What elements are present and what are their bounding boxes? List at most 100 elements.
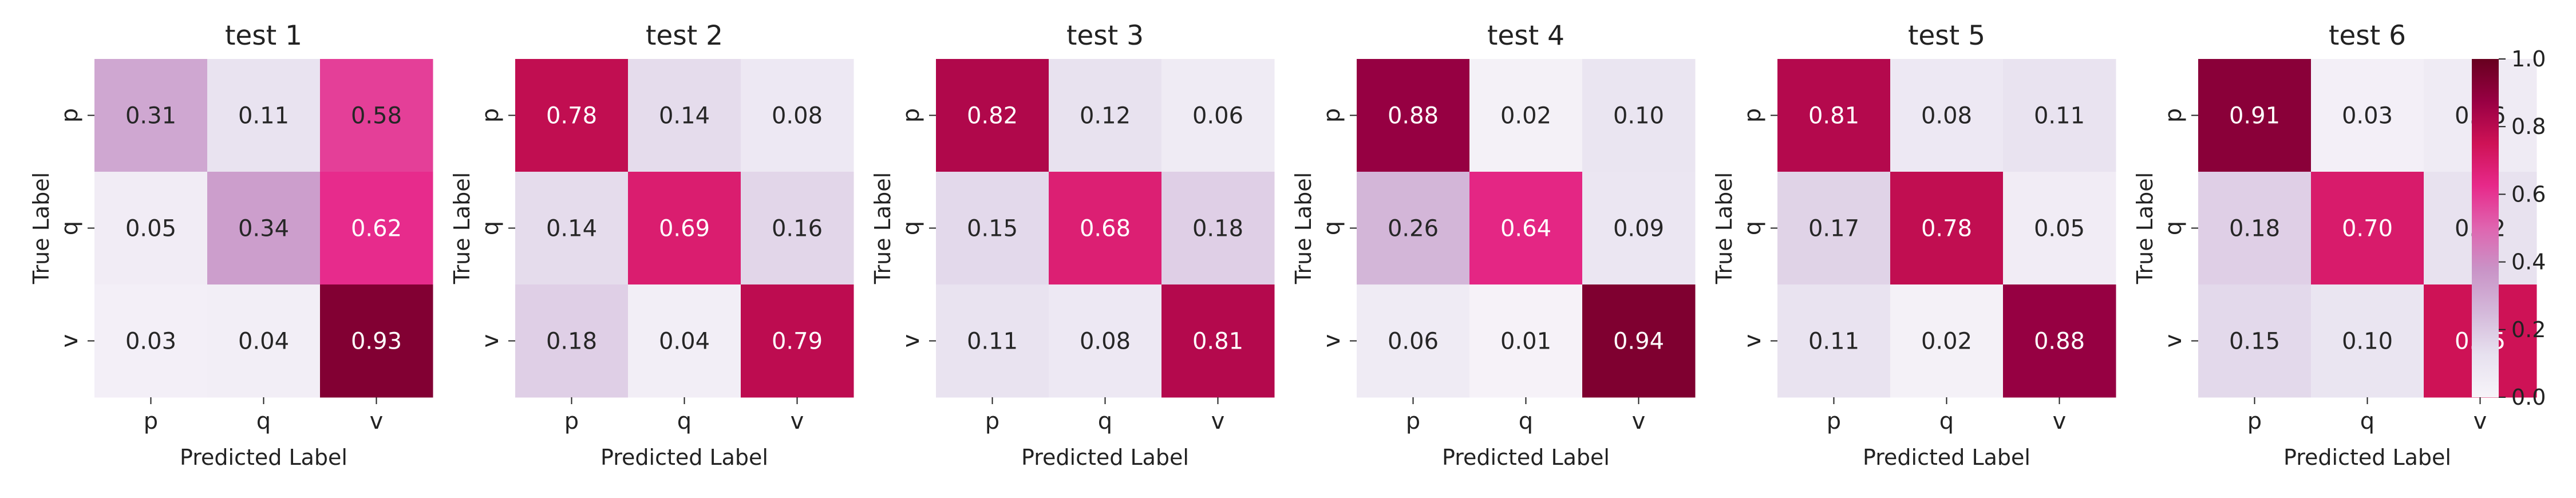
- cell-value-label: 0.04: [238, 329, 289, 355]
- y-tick-label: v: [477, 334, 504, 348]
- heatmap-cell: [94, 284, 208, 398]
- cell-value-label: 0.69: [659, 216, 710, 242]
- cell-value-label: 0.16: [772, 216, 823, 242]
- x-tick-label: v: [791, 408, 804, 434]
- heatmap-cell: [1357, 284, 1470, 398]
- cell-value-label: 0.18: [1192, 216, 1243, 242]
- cell-value-label: 0.78: [546, 103, 597, 129]
- heatmap-cell: [2311, 284, 2424, 398]
- colorbar-gradient: [2472, 59, 2499, 397]
- cell-value-label: 0.91: [2229, 103, 2280, 129]
- cell-value-label: 0.01: [1500, 329, 1551, 355]
- heatmap-cell: [1357, 172, 1470, 285]
- cell-value-label: 0.88: [1388, 103, 1439, 129]
- y-tick-label: q: [1740, 221, 1766, 235]
- heatmap-panel-3: test 3 0.82 0.12 0.06 0.15 0.68 0.18 0.11 0.08 0.…: [870, 20, 1275, 470]
- heatmap-cell: [1777, 172, 1891, 285]
- x-tick-label: p: [1827, 408, 1841, 434]
- heatmap-cell: [207, 172, 321, 285]
- cell-value-label: 0.05: [125, 216, 176, 242]
- cell-value-label: 0.26: [1388, 216, 1439, 242]
- heatmap-cell: [1049, 172, 1162, 285]
- x-tick-label: p: [144, 408, 158, 434]
- y-tick-label: v: [1319, 334, 1345, 348]
- y-axis-label: True Label: [1712, 172, 1737, 284]
- heatmap-cell: [207, 59, 321, 172]
- heatmap-cell: [936, 172, 1049, 285]
- heatmap-cell: [1469, 172, 1583, 285]
- heatmap-cell: [1890, 172, 2004, 285]
- cell-value-label: 0.58: [351, 103, 402, 129]
- cell-value-label: 0.18: [2229, 216, 2280, 242]
- y-axis-label: True Label: [2132, 172, 2158, 284]
- cell-value-label: 0.06: [1192, 103, 1243, 129]
- cell-value-label: 0.08: [1080, 329, 1131, 355]
- colorbar-tick-label: 0.8: [2511, 114, 2546, 139]
- heatmap-cell: [320, 284, 433, 398]
- cell-value-label: 0.15: [2229, 329, 2280, 355]
- heatmap-cell: [1469, 59, 1583, 172]
- y-axis-label: True Label: [29, 172, 54, 284]
- y-axis-label: True Label: [1291, 172, 1316, 284]
- cell-value-label: 0.08: [1921, 103, 1972, 129]
- cell-value-label: 0.62: [351, 216, 402, 242]
- cell-value-label: 0.06: [1388, 329, 1439, 355]
- cell-value-label: 0.88: [2034, 329, 2085, 355]
- x-axis-label: Predicted Label: [180, 445, 347, 470]
- heatmap-cell: [515, 284, 629, 398]
- cell-value-label: 0.11: [2034, 103, 2085, 129]
- y-tick-label: p: [2160, 108, 2187, 122]
- colorbar-tick-label: 0.6: [2511, 181, 2546, 207]
- cell-value-label: 0.02: [1500, 103, 1551, 129]
- cell-value-label: 0.14: [659, 103, 710, 129]
- panel-title: test 2: [646, 20, 723, 52]
- cell-value-label: 0.14: [546, 216, 597, 242]
- cell-value-label: 0.11: [967, 329, 1018, 355]
- heatmap-cell: [1161, 172, 1275, 285]
- cell-value-label: 0.64: [1500, 216, 1551, 242]
- cell-value-label: 0.11: [1808, 329, 1859, 355]
- x-tick-label: q: [1519, 408, 1533, 434]
- x-tick-label: v: [2474, 408, 2487, 434]
- cell-value-label: 0.82: [967, 103, 1018, 129]
- cell-value-label: 0.34: [238, 216, 289, 242]
- panel-title: test 1: [225, 20, 302, 52]
- cell-value-label: 0.70: [2342, 216, 2393, 242]
- heatmap-cell: [207, 284, 321, 398]
- y-axis-label: True Label: [870, 172, 895, 284]
- y-tick-label: p: [1740, 108, 1766, 122]
- heatmap-cell: [1890, 284, 2004, 398]
- heatmap-cell: [2198, 284, 2312, 398]
- heatmap-cell: [2311, 59, 2424, 172]
- x-tick-label: v: [2053, 408, 2067, 434]
- cell-value-label: 0.81: [1192, 329, 1243, 355]
- cell-value-label: 0.08: [772, 103, 823, 129]
- heatmap-cell: [320, 59, 433, 172]
- y-tick-label: p: [1319, 108, 1345, 122]
- heatmap-cell: [2198, 59, 2312, 172]
- heatmap-cell: [94, 59, 208, 172]
- x-axis-label: Predicted Label: [600, 445, 768, 470]
- cell-value-label: 0.02: [1921, 329, 1972, 355]
- x-tick-label: p: [2247, 408, 2262, 434]
- heatmap-cell: [2198, 172, 2312, 285]
- panel-title: test 6: [2329, 20, 2406, 52]
- heatmap-cell: [628, 172, 741, 285]
- x-tick-label: v: [1632, 408, 1646, 434]
- cell-value-label: 0.11: [238, 103, 289, 129]
- cell-value-label: 0.18: [546, 329, 597, 355]
- cell-value-label: 0.10: [1613, 103, 1664, 129]
- x-tick-label: q: [1939, 408, 1954, 434]
- heatmap-cell: [741, 284, 854, 398]
- y-tick-label: v: [2160, 334, 2187, 348]
- y-tick-label: q: [1319, 221, 1345, 235]
- heatmap-cell: [2003, 284, 2116, 398]
- cell-value-label: 0.09: [1613, 216, 1664, 242]
- panel-title: test 3: [1066, 20, 1144, 52]
- heatmap-cell: [1777, 59, 1891, 172]
- heatmap-cell: [1357, 59, 1470, 172]
- panel-title: test 5: [1908, 20, 1985, 52]
- cell-value-label: 0.94: [1613, 329, 1664, 355]
- y-tick-label: p: [57, 108, 83, 122]
